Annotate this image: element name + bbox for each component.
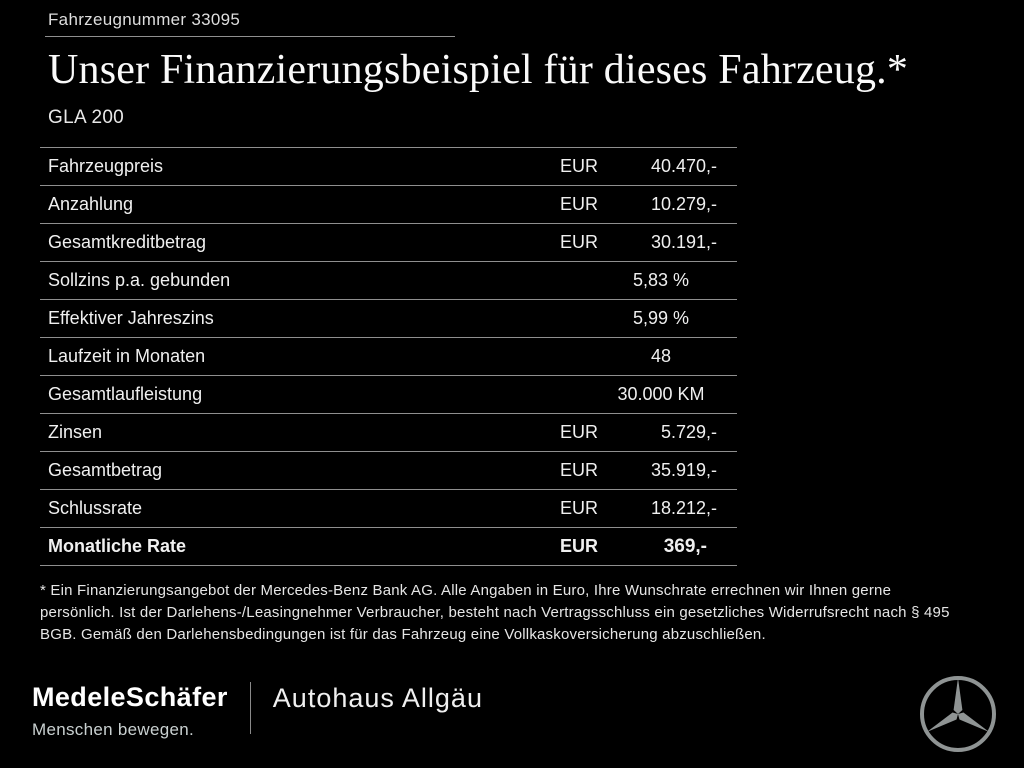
finance-sheet: Fahrzeugnummer 33095 Unser Finanzierungs… [40,8,950,643]
table-row: Laufzeit in Monaten 48 [40,337,737,375]
table-row: Anzahlung EUR 10.279,- [40,185,737,223]
table-row: Gesamtlaufleistung 30.000 KM [40,375,737,413]
row-value: 48 [650,346,672,367]
table-row: Effektiver Jahreszins 5,99 % [40,299,737,337]
dealer-tagline: Menschen bewegen. [32,720,194,739]
row-value: 40.470,- [650,156,717,177]
row-label: Effektiver Jahreszins [48,308,214,329]
row-label: Monatliche Rate [48,536,187,557]
row-currency: EUR [560,156,599,177]
row-value: 30.191,- [650,232,717,253]
row-label: Gesamtbetrag [48,460,163,481]
table-row: Gesamtbetrag EUR 35.919,- [40,451,737,489]
row-label: Zinsen [48,422,103,443]
row-label: Anzahlung [48,194,134,215]
row-label: Laufzeit in Monaten [48,346,206,367]
table-row: Sollzins p.a. gebunden 5,83 % [40,261,737,299]
row-value: 5.729,- [660,422,717,443]
row-currency: EUR [560,422,599,443]
row-value: 5,99 % [632,308,690,329]
row-currency: EUR [560,194,599,215]
row-label: Gesamtkreditbetrag [48,232,207,253]
dealer-logo-block: MedeleSchäfer Menschen bewegen. [32,682,228,740]
row-value: 5,83 % [632,270,690,291]
row-label: Schlussrate [48,498,143,519]
page-title: Unser Finanzierungsbeispiel für dieses F… [48,47,909,93]
row-currency: EUR [560,536,599,557]
row-currency: EUR [560,460,599,481]
table-row: Fahrzeugpreis EUR 40.470,- [40,147,737,185]
row-value: 18.212,- [650,498,717,519]
dealer-logo-autohaus-allgaeu: Autohaus Allgäu [272,683,483,713]
model-name: GLA 200 [48,107,125,129]
row-label: Fahrzeugpreis [48,156,164,177]
row-label: Sollzins p.a. gebunden [48,270,231,291]
row-value: 369,- [663,535,707,557]
row-value: 10.279,- [650,194,717,215]
finance-table: Fahrzeugpreis EUR 40.470,- Anzahlung EUR… [40,147,737,567]
row-label: Gesamtlaufleistung [48,384,203,405]
dealer-logo-medeleschaefer: MedeleSchäfer [32,682,228,712]
table-row: Gesamtkreditbetrag EUR 30.191,- [40,223,737,261]
row-currency: EUR [560,232,599,253]
vehicle-number: Fahrzeugnummer 33095 [45,8,455,37]
table-row: Zinsen EUR 5.729,- [40,413,737,451]
table-row: Schlussrate EUR 18.212,- [40,489,737,527]
row-value: 35.919,- [650,460,717,481]
row-currency: EUR [560,498,599,519]
mercedes-star-icon [918,674,998,754]
footnote-text: * Ein Finanzierungsangebot der Mercedes-… [40,582,950,643]
table-row-monthly-rate: Monatliche Rate EUR 369,- [40,527,737,565]
row-value: 30.000 KM [617,384,705,405]
footer-divider [249,682,251,734]
footer: MedeleSchäfer Menschen bewegen. Autohaus… [32,676,998,754]
